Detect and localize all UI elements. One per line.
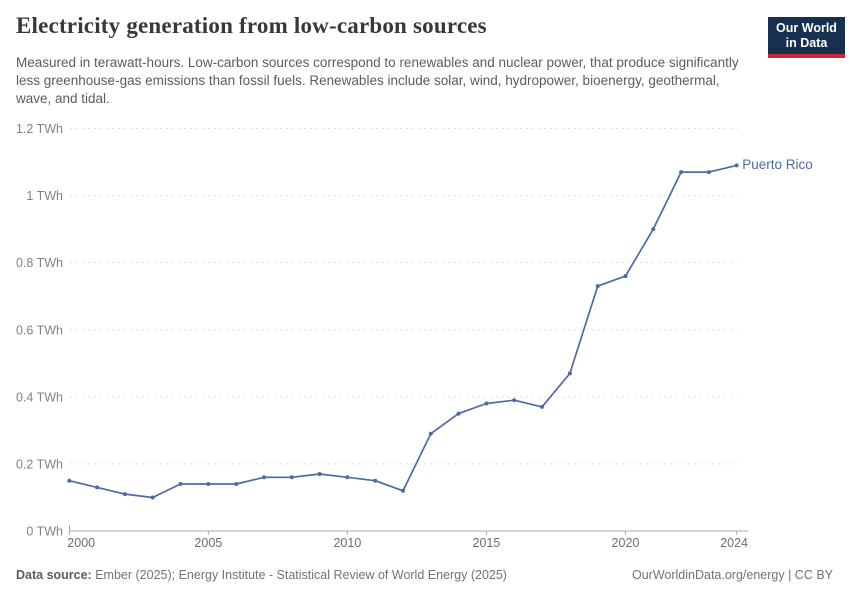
data-point[interactable] bbox=[484, 401, 489, 406]
line-chart[interactable]: 0 TWh 0.2 TWh 0.4 TWh 0.6 TWh 0.8 TWh 1 TWh 1.… bbox=[0, 110, 850, 565]
data-point[interactable] bbox=[595, 284, 600, 289]
x-axis-tick-label: 2024 bbox=[720, 536, 748, 550]
page-title: Electricity generation from low-carbon s… bbox=[16, 13, 487, 38]
y-axis-tick-label: 0.8 TWh bbox=[16, 256, 63, 270]
data-point[interactable] bbox=[150, 495, 155, 500]
data-point[interactable] bbox=[317, 472, 322, 476]
data-source-line[interactable]: Data source: Ember (2025); Energy Instit… bbox=[16, 568, 507, 582]
y-axis-tick-label: 0.6 TWh bbox=[16, 323, 63, 337]
data-point[interactable] bbox=[122, 492, 127, 497]
chart-footer: Data source: Ember (2025); Energy Instit… bbox=[16, 568, 833, 582]
x-axis-tick-label: 2000 bbox=[67, 536, 95, 550]
data-point[interactable] bbox=[456, 411, 461, 416]
data-point[interactable] bbox=[734, 163, 739, 168]
data-point[interactable] bbox=[651, 227, 656, 232]
data-point[interactable] bbox=[345, 475, 350, 480]
data-point[interactable] bbox=[234, 482, 239, 486]
data-source-text: Ember (2025); Energy Institute - Statist… bbox=[95, 568, 507, 582]
x-axis-tick-label: 2015 bbox=[473, 536, 501, 550]
data-point[interactable] bbox=[289, 475, 294, 480]
y-axis-tick-label: 1 TWh bbox=[26, 189, 63, 203]
data-point[interactable] bbox=[567, 371, 572, 376]
data-point[interactable] bbox=[95, 485, 100, 490]
owid-logo-line2: in Data bbox=[785, 35, 828, 50]
data-source-label: Data source: bbox=[16, 568, 92, 582]
owid-logo-line1: Our World bbox=[776, 21, 837, 35]
data-point[interactable] bbox=[401, 488, 405, 493]
y-axis-tick-label: 0 TWh bbox=[26, 525, 63, 539]
data-point[interactable] bbox=[206, 482, 211, 486]
data-point[interactable] bbox=[512, 398, 517, 403]
data-point[interactable] bbox=[623, 274, 628, 279]
data-point[interactable] bbox=[178, 482, 183, 486]
x-axis-tick-label: 2010 bbox=[333, 536, 361, 550]
data-point[interactable] bbox=[67, 478, 72, 483]
data-point[interactable] bbox=[373, 478, 378, 483]
y-axis-tick-label: 0.4 TWh bbox=[16, 390, 63, 404]
data-series-line[interactable] bbox=[68, 164, 738, 499]
data-point[interactable] bbox=[428, 431, 433, 436]
data-point[interactable] bbox=[262, 475, 266, 480]
y-axis-tick-label: 0.2 TWh bbox=[16, 457, 63, 471]
data-point[interactable] bbox=[540, 404, 544, 409]
x-axis-tick-label: 2005 bbox=[194, 536, 222, 550]
chart-subtitle: Measured in terawatt-hours. Low-carbon s… bbox=[16, 55, 739, 107]
data-point[interactable] bbox=[706, 170, 711, 175]
x-axis-tick-label: 2020 bbox=[612, 536, 640, 550]
chart-plot-area[interactable]: 0 TWh 0.2 TWh 0.4 TWh 0.6 TWh 0.8 TWh 1 TWh 1.… bbox=[0, 110, 850, 565]
entity-label[interactable]: Puerto Rico bbox=[742, 157, 813, 172]
owid-logo[interactable]: Our World in Data bbox=[768, 17, 845, 58]
y-axis-tick-label: 1.2 TWh bbox=[16, 122, 63, 136]
credit-link[interactable]: OurWorldinData.org/energy | CC BY bbox=[631, 568, 833, 582]
data-point[interactable] bbox=[679, 170, 684, 175]
